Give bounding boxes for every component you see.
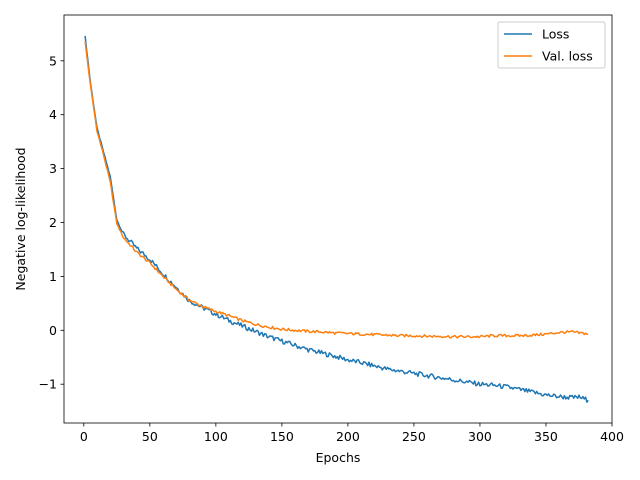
y-tick-label: 3 xyxy=(49,161,57,176)
x-tick-label: 150 xyxy=(270,429,294,444)
axes-frame xyxy=(63,14,613,424)
x-tick-label: 50 xyxy=(142,429,158,444)
x-tick-label: 350 xyxy=(534,429,558,444)
x-tick-label: 100 xyxy=(204,429,228,444)
y-tick-label: 2 xyxy=(49,215,57,230)
y-axis-title: Negative log-likelihood xyxy=(13,147,28,290)
x-axis-title: Epochs xyxy=(316,450,361,465)
y-tick-label: 0 xyxy=(49,323,57,338)
y-tick-label: 5 xyxy=(49,53,57,68)
x-tick-label: 200 xyxy=(336,429,360,444)
x-tick-label: 300 xyxy=(468,429,492,444)
series-line-val-loss xyxy=(84,41,589,339)
y-tick-label: −1 xyxy=(39,377,57,392)
y-tick-label: 4 xyxy=(49,107,57,122)
plot-area xyxy=(84,35,589,403)
x-tick-label: 0 xyxy=(80,429,88,444)
axes: 0 50 100 150 200 250 300 350 400 −1 0 1 2 3 4 5 xyxy=(39,14,624,444)
x-tick-label: 400 xyxy=(600,429,624,444)
x-tick-label: 250 xyxy=(402,429,426,444)
legend: Loss Val. loss xyxy=(497,21,606,69)
legend-label-loss: Loss xyxy=(542,27,569,42)
y-tick-label: 1 xyxy=(49,269,57,284)
legend-label-val-loss: Val. loss xyxy=(542,49,593,64)
